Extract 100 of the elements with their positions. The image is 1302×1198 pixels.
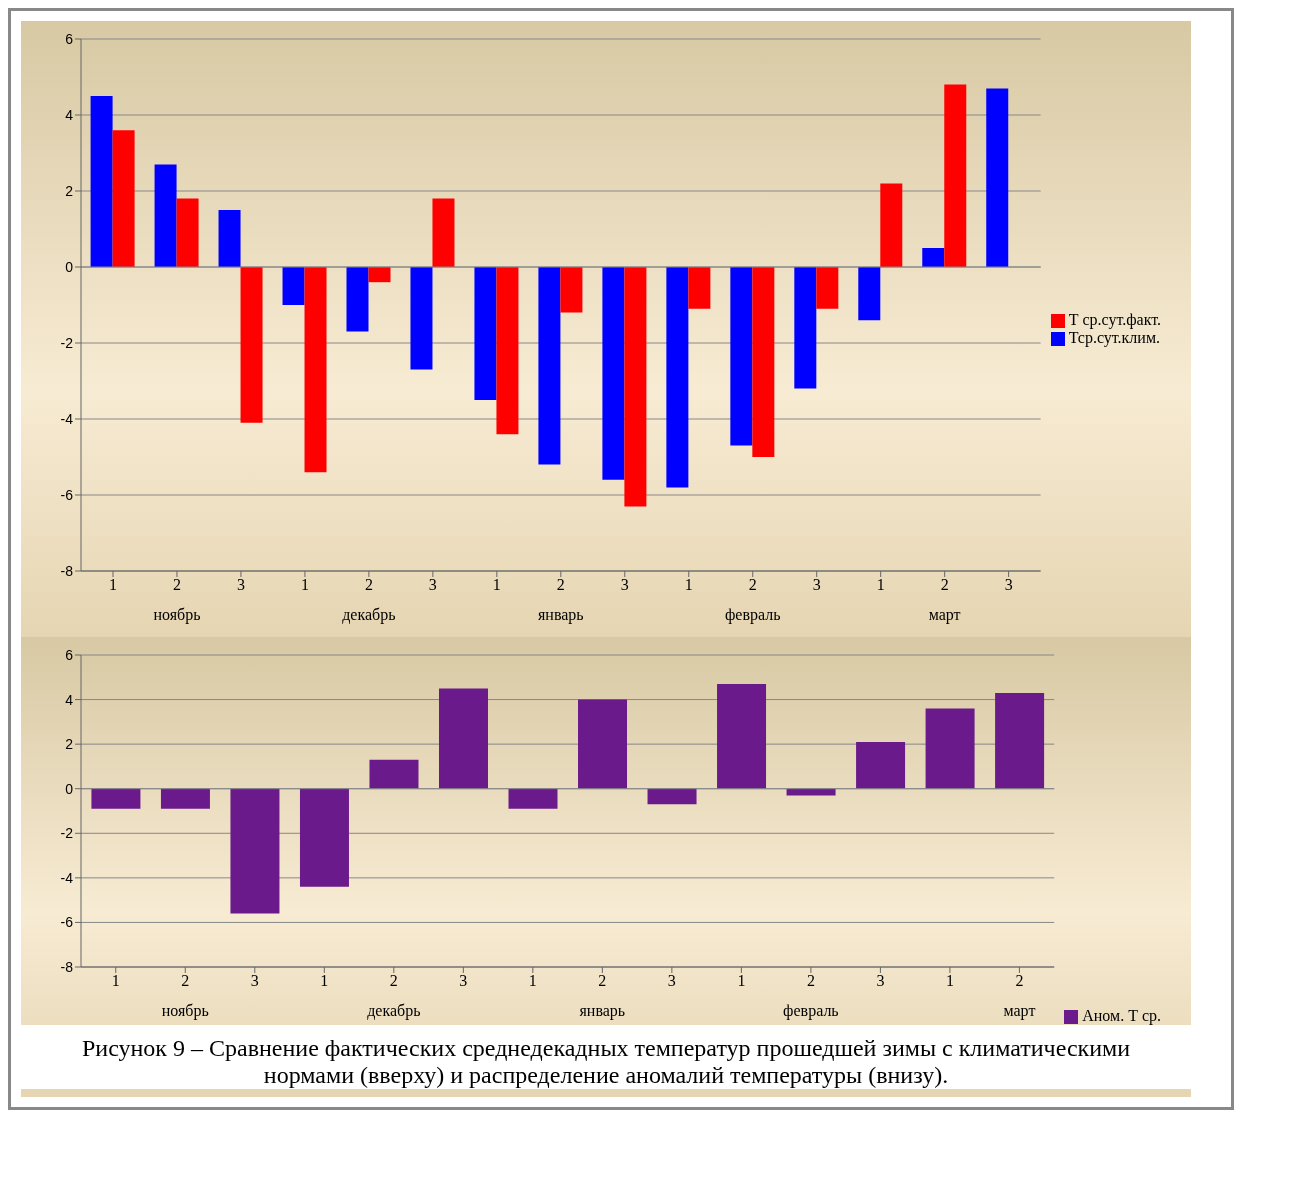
x-tick-label: 2 [748,576,757,594]
bar [717,683,767,789]
bar [538,267,561,465]
y-tick-label: 6 [65,646,74,663]
bar [624,267,647,507]
bar [112,130,135,267]
x-tick-label: 3 [667,972,676,990]
bar [474,267,497,400]
x-tick-label: 3 [620,576,629,594]
x-tick-label: 2 [806,972,815,990]
text: январь [537,606,584,625]
bar [688,267,711,309]
text: декабрь [367,1002,421,1021]
x-tick-label: 1 [108,576,117,594]
bar [368,267,391,283]
x-tick-label: 1 [945,972,954,990]
legend-label: Тср.сут.клим. [1068,329,1161,346]
bar [438,688,488,789]
x-tick-label: 3 [1004,576,1013,594]
bar [995,692,1045,789]
x-tick-label: 2 [389,972,398,990]
bar [794,267,817,389]
x-tick-label: 2 [940,576,949,594]
bar [856,741,906,789]
bar [925,708,975,789]
x-tick-label: 3 [459,972,468,990]
y-tick-label: -6 [60,914,74,931]
x-tick-label: 3 [812,576,821,594]
bar [410,267,433,370]
y-tick-label: 4 [65,691,74,708]
y-tick-label: -4 [60,869,74,886]
bar [858,267,881,321]
y-tick-label: 6 [65,30,74,47]
text: февраль [783,1002,839,1021]
bar [986,88,1009,267]
x-tick-label: 2 [598,972,607,990]
bar [496,267,519,435]
text: январь [579,1002,626,1021]
bar [369,759,419,789]
bar [786,788,836,796]
x-tick-label: 3 [250,972,259,990]
x-tick-label: 1 [876,576,885,594]
bar [230,788,280,914]
text: февраль [724,606,781,625]
x-tick-label: 1 [111,972,120,990]
bar [176,198,199,267]
y-tick-label: 2 [65,736,74,753]
bar [578,699,628,789]
x-tick-label: 1 [528,972,537,990]
y-tick-label: 4 [65,106,74,123]
y-tick-label: -4 [60,410,74,427]
bar [647,788,697,805]
x-tick-label: 2 [181,972,190,990]
bar [508,788,558,809]
x-tick-label: 1 [684,576,693,594]
x-tick-label: 1 [492,576,501,594]
y-tick-label: -8 [60,958,74,975]
bar [752,267,775,457]
y-tick-label: -6 [60,486,74,503]
text: ноябрь [153,606,201,625]
bar [91,788,141,809]
text: март [928,606,961,625]
text: Рисунок 9 – Сравнение фактических среднедекадных температур прошедшей зимы с климатическими нормами (вверху) и распределение аномалий температуры (внизу). [21,1025,1191,1089]
x-tick-label: 2 [364,576,373,594]
x-tick-label: 3 [428,576,437,594]
bar [880,183,903,267]
bar [240,267,263,423]
legend-label: Аном. Т ср. [1082,1007,1161,1024]
bar [666,267,689,488]
text: декабрь [342,606,396,625]
y-tick-label: 2 [65,182,74,199]
bar [922,248,945,267]
bar [730,267,753,446]
x-tick-label: 3 [236,576,245,594]
bar [90,96,113,267]
bar [218,210,241,267]
legend-label: Т ср.сут.факт. [1068,311,1161,328]
y-tick-label: -2 [60,334,74,351]
bar [299,788,349,887]
x-tick-label: 2 [1015,972,1024,990]
x-tick-label: 2 [556,576,565,594]
text: ноябрь [161,1002,209,1021]
bar [346,267,369,332]
bar [432,198,455,267]
bar [282,267,305,305]
bar [160,788,210,809]
x-tick-label: 1 [737,972,746,990]
bar [560,267,583,313]
bar [304,267,327,473]
x-tick-label: 1 [320,972,329,990]
y-tick-label: 0 [65,780,74,797]
y-tick-label: -8 [60,562,74,579]
x-tick-label: 1 [300,576,309,594]
bar [944,84,967,267]
y-tick-label: -2 [60,825,74,842]
bar [816,267,839,309]
y-tick-label: 0 [65,258,74,275]
bar [602,267,625,480]
text: март [1003,1002,1036,1021]
x-tick-label: 3 [876,972,885,990]
